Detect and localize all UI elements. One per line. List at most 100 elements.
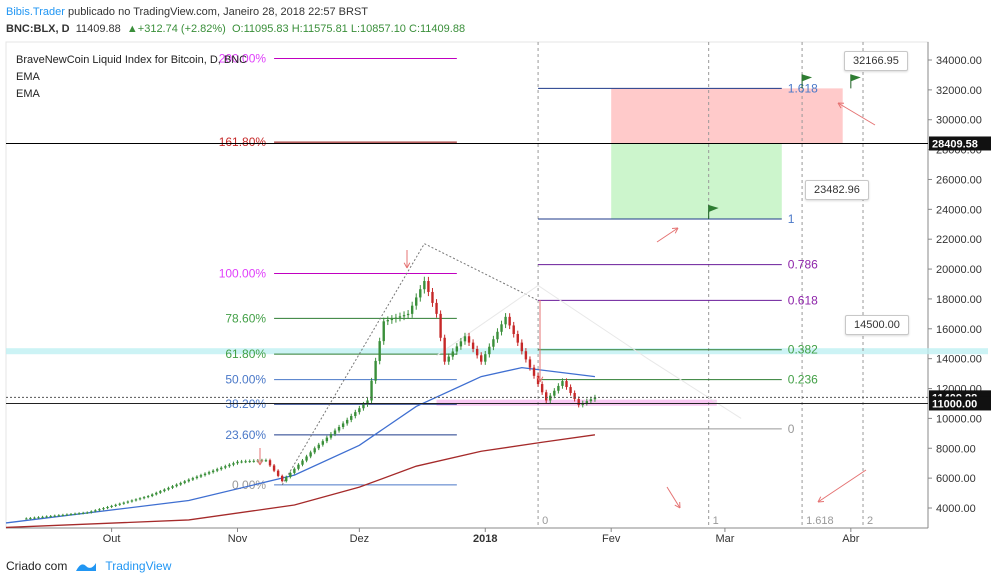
price-change: +312.74 (+2.82%): [137, 23, 226, 35]
time-zone-label: 2: [867, 515, 873, 527]
fib-level-label: 61.80%: [225, 347, 266, 361]
candle-body: [73, 513, 77, 515]
footer: Criado com TradingView: [6, 559, 171, 573]
x-tick-label: Mar: [715, 533, 734, 545]
published-text: publicado no TradingView.com, Janeiro 28…: [67, 6, 368, 18]
red-arrow-icon: [837, 102, 876, 126]
candle-body: [240, 461, 243, 463]
symbol-label: BNC:BLX, D: [6, 23, 70, 35]
candle-body: [443, 337, 446, 362]
candle-body: [581, 403, 584, 405]
candle-body: [374, 360, 377, 381]
candle-body: [435, 302, 438, 314]
tradingview-brand[interactable]: TradingView: [105, 559, 172, 573]
candle-body: [203, 473, 207, 476]
candle-body: [317, 444, 320, 449]
candle-body: [122, 502, 125, 504]
candle-body: [171, 486, 174, 488]
candle-body: [386, 320, 389, 322]
candle-body: [69, 514, 73, 516]
candle-body: [516, 334, 519, 343]
x-tick-label: Nov: [228, 533, 248, 545]
legend-ema-2[interactable]: EMA: [16, 88, 40, 100]
red-arrow-icon: [817, 496, 825, 503]
candle-body: [248, 461, 251, 463]
candle-body: [390, 318, 394, 321]
candle-body: [309, 452, 312, 457]
legend-ema-1[interactable]: EMA: [16, 71, 40, 83]
candle-body: [252, 460, 255, 462]
candle-body: [33, 517, 36, 519]
candle-body: [49, 516, 52, 518]
ema-slow-line: [5, 434, 596, 529]
candle-body: [536, 375, 540, 385]
candle-body: [163, 489, 166, 492]
y-tick-label: 20000.00: [936, 264, 982, 276]
candle-body: [475, 348, 479, 356]
ohlc-open: O:11095.83: [231, 23, 289, 35]
candle-body: [57, 515, 61, 517]
author-name[interactable]: Bibis.Trader: [6, 6, 65, 18]
candle-body: [545, 392, 548, 401]
fib-extension-label: 0.786: [788, 258, 818, 272]
y-tick-label: 18000.00: [936, 294, 982, 306]
fib-level-label: 38.20%: [225, 397, 266, 411]
red-arrow-icon: [674, 501, 681, 509]
candle-body: [354, 412, 357, 417]
candle-body: [406, 313, 410, 316]
candle-body: [90, 511, 93, 513]
red-arrow-icon: [671, 227, 679, 234]
y-tick-label: 14000.00: [936, 354, 982, 366]
candle-body: [508, 316, 511, 326]
red-arrow-icon: [536, 376, 544, 383]
callout-23482[interactable]: 23482.96: [805, 180, 869, 200]
candle-body: [370, 380, 373, 401]
candle-body: [585, 401, 589, 404]
x-tick-label: Fev: [602, 533, 621, 545]
stop-zone: [611, 88, 843, 144]
red-arrow-icon: [817, 469, 867, 503]
y-tick-label: 32000.00: [936, 85, 982, 97]
candle-body: [484, 354, 487, 362]
candle-body: [199, 475, 203, 477]
fib-extension-label: 1.618: [788, 81, 818, 95]
candle-body: [102, 508, 105, 510]
candle-body: [329, 434, 333, 438]
candle-body: [447, 356, 450, 362]
candle-body: [488, 346, 491, 355]
candle-body: [382, 321, 385, 342]
callout-14500[interactable]: 14500.00: [845, 315, 909, 335]
fib-level-label: 100.00%: [219, 267, 267, 281]
candle-body: [313, 448, 316, 453]
x-tick-label: 2018: [473, 533, 497, 545]
callout-32166[interactable]: 32166.95: [844, 51, 908, 71]
fib-level-label: 0.00%: [232, 478, 266, 492]
header-line-1: Bibis.Trader publicado no TradingView.co…: [6, 6, 368, 18]
candle-body: [549, 395, 552, 401]
candle-body: [118, 503, 121, 505]
candle-body: [110, 505, 113, 508]
candle-body: [402, 315, 406, 317]
y-tick-label: 8000.00: [936, 443, 976, 455]
candle-body: [333, 430, 337, 435]
candle-body: [86, 512, 89, 514]
ema-fast-line: [5, 366, 596, 524]
y-tick-label: 22000.00: [936, 234, 982, 246]
price-tag-label: 11000.00: [932, 398, 977, 410]
candle-body: [94, 510, 97, 512]
price-tag-label: 28409.58: [932, 138, 978, 150]
fib-level-label: 50.00%: [225, 373, 266, 387]
legend-title: BraveNewCoin Liquid Index for Bitcoin, D…: [16, 54, 248, 66]
support-band: [6, 348, 988, 355]
fib-level-label: 23.60%: [225, 428, 266, 442]
fib-extension-label: 1: [788, 212, 795, 226]
candle-body: [463, 336, 467, 342]
candle-body: [512, 325, 515, 335]
candle-body: [492, 339, 495, 347]
candle-body: [130, 500, 134, 502]
candle-body: [350, 416, 353, 420]
candle-body: [175, 484, 178, 487]
candle-body: [228, 464, 231, 467]
candle-body: [419, 289, 422, 298]
